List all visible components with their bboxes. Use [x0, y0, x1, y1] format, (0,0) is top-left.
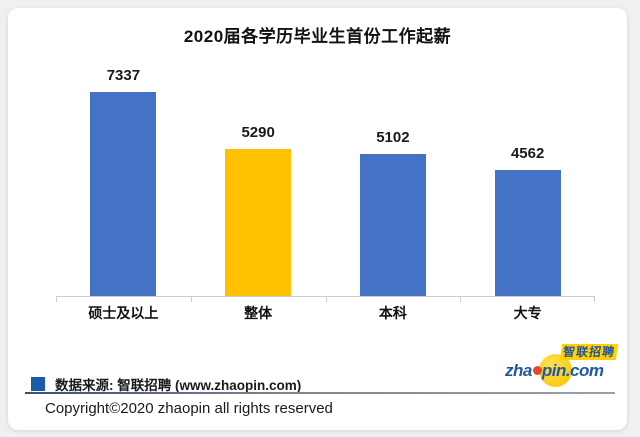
- bar: [90, 92, 157, 297]
- zhaopin-logo: 智联招聘 zha pin.com: [505, 344, 619, 390]
- x-axis-line: [56, 296, 595, 302]
- copyright-text: Copyright©2020 zhaopin all rights reserv…: [45, 400, 333, 417]
- legend-swatch-icon: [31, 377, 45, 391]
- axis-tick: [325, 297, 327, 302]
- bar-value-label: 5102: [376, 129, 410, 146]
- bar: [225, 149, 292, 297]
- red-dot-icon: [532, 366, 542, 375]
- logo-domain-suffix: pin.com: [541, 361, 604, 380]
- plot-area: 7337 5290 5102 4562: [56, 58, 595, 302]
- axis-tick: [460, 297, 462, 302]
- bar-value-label: 4562: [510, 145, 545, 162]
- axis-tick: [190, 297, 192, 302]
- bars-row: 7337 5290 5102 4562: [56, 58, 595, 297]
- chart-title: 2020届各学历毕业生首份工作起薪: [183, 27, 452, 46]
- bar-group: 7337: [56, 58, 191, 297]
- bar-group: 4562: [460, 58, 595, 297]
- logo-domain-prefix: zha: [505, 361, 532, 380]
- category-label: 硕士及以上: [88, 305, 159, 321]
- bar-group: 5102: [326, 58, 461, 297]
- data-source-label: 数据来源: 智联招聘 (www.zhaopin.com): [55, 378, 302, 393]
- bar: [359, 154, 426, 297]
- bar-value-label: 5290: [241, 124, 275, 141]
- category-label: 本科: [378, 305, 407, 321]
- bar-group: 5290: [191, 58, 326, 297]
- footer-divider: [25, 392, 615, 394]
- bar: [494, 170, 561, 297]
- source-row: 数据来源: 智联招聘 (www.zhaopin.com): [31, 374, 301, 394]
- axis-tick: [594, 297, 595, 302]
- logo-domain-text: zha pin.com: [505, 361, 604, 381]
- category-label: 大专: [513, 305, 542, 321]
- logo-chinese-text: 智联招聘: [559, 344, 619, 360]
- bar-value-label: 7337: [106, 67, 141, 84]
- category-label: 整体: [244, 305, 273, 321]
- chart-card: 2020届各学历毕业生首份工作起薪 7337 5290 5102 4562 硕士及以上…: [8, 8, 627, 430]
- category-labels-row: 硕士及以上 整体 本科 大专: [56, 303, 595, 323]
- axis-tick: [56, 297, 57, 302]
